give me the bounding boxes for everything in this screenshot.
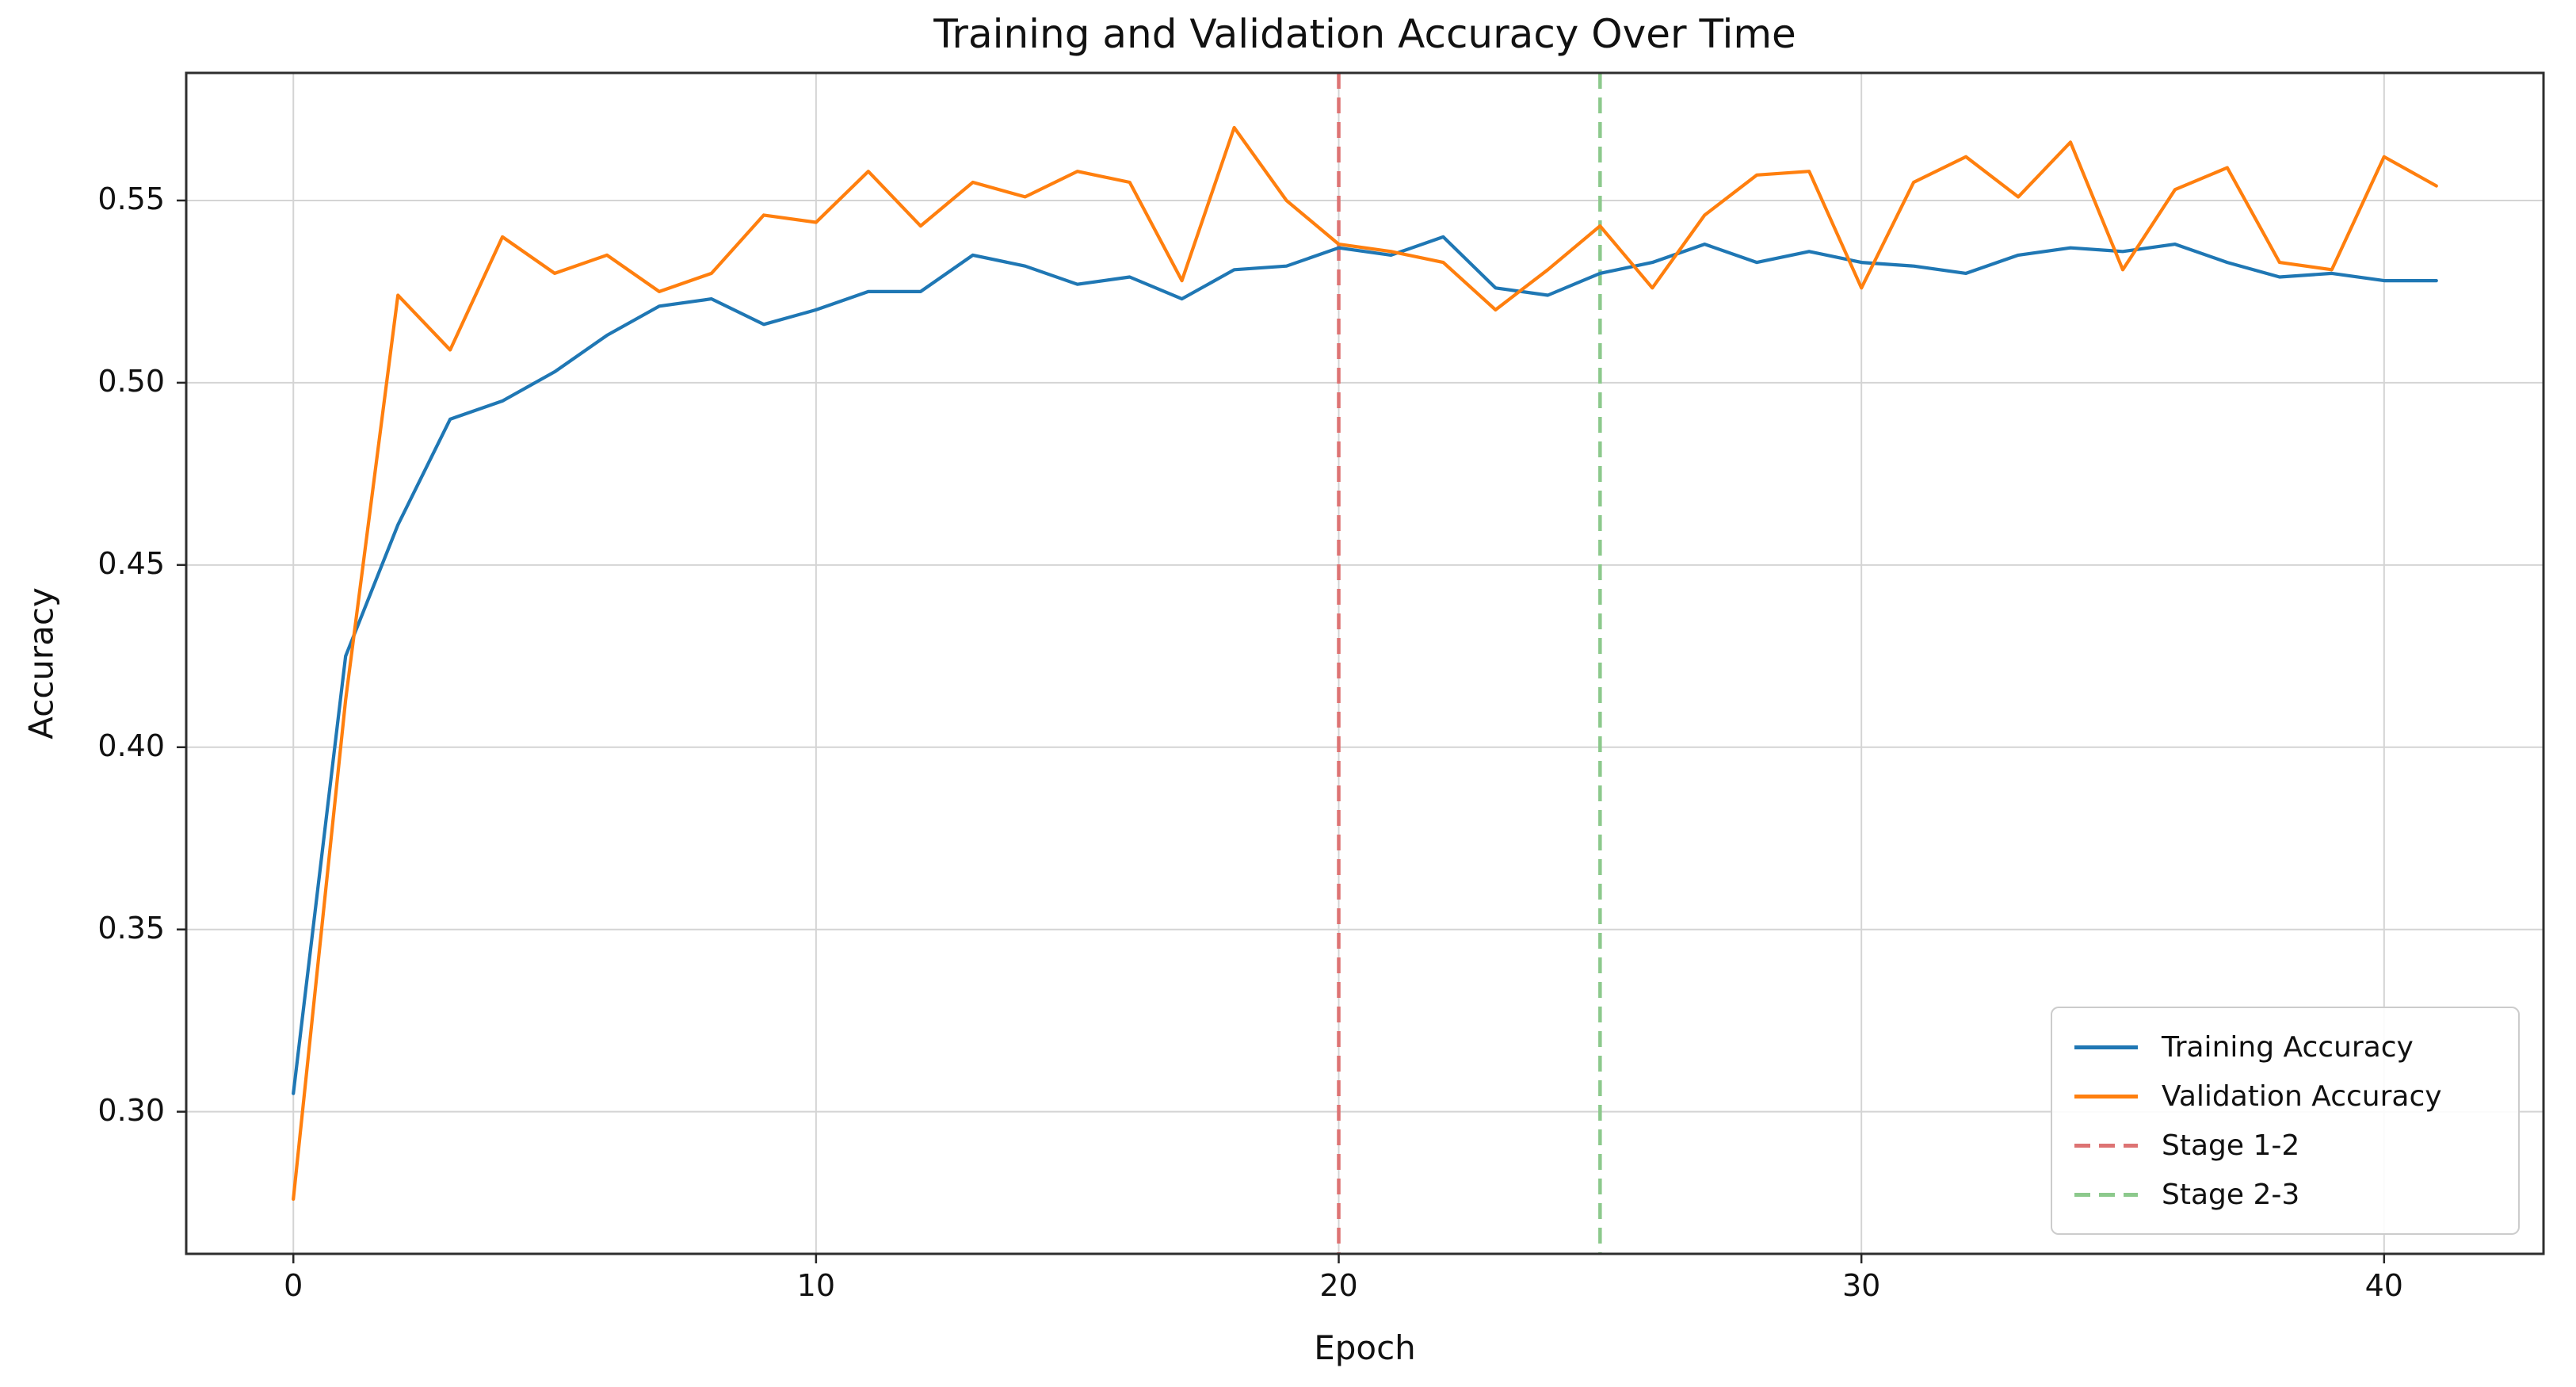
legend-label: Stage 2-3: [2162, 1178, 2300, 1211]
axes-border: [185, 71, 2545, 1255]
y-tick-label: 0.35: [97, 910, 165, 946]
y-tick-label: 0.40: [97, 728, 165, 763]
line-swatch-icon: [2074, 1094, 2138, 1099]
y-tick-label: 0.45: [97, 545, 165, 581]
legend-item-training-accuracy: Training Accuracy: [2074, 1028, 2496, 1066]
legend-item-stage-1-2: Stage 1-2: [2074, 1126, 2496, 1164]
legend-label: Validation Accuracy: [2162, 1079, 2442, 1113]
x-tick-label: 0: [284, 1268, 303, 1303]
legend-item-stage-2-3: Stage 2-3: [2074, 1175, 2496, 1213]
y-axis-label: Accuracy: [21, 587, 61, 739]
x-tick-label: 40: [2364, 1268, 2403, 1303]
x-axis-label: Epoch: [1314, 1328, 1416, 1367]
dashed-line-swatch-icon: [2074, 1143, 2138, 1148]
x-tick-label: 30: [1841, 1268, 1881, 1303]
training-accuracy-line: [292, 235, 2438, 1095]
y-tick-label: 0.50: [97, 363, 165, 399]
y-tick-label: 0.30: [97, 1092, 165, 1128]
legend: Training Accuracy Validation Accuracy Stag…: [2051, 1007, 2520, 1235]
legend-item-validation-accuracy: Validation Accuracy: [2074, 1077, 2496, 1115]
x-tick-label: 10: [796, 1268, 836, 1303]
chart-title: Training and Validation Accuracy Over Ti…: [933, 11, 1796, 57]
y-tick-label: 0.55: [97, 181, 165, 216]
x-tick-label: 20: [1319, 1268, 1358, 1303]
legend-label: Stage 1-2: [2162, 1129, 2300, 1162]
validation-accuracy-line: [292, 125, 2438, 1202]
dashed-line-swatch-icon: [2074, 1192, 2138, 1197]
line-swatch-icon: [2074, 1045, 2138, 1049]
legend-label: Training Accuracy: [2162, 1030, 2414, 1064]
